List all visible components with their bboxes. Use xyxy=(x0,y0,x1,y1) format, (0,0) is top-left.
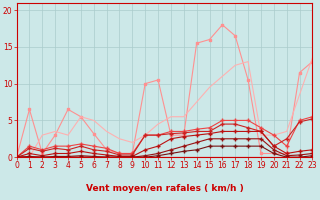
X-axis label: Vent moyen/en rafales ( km/h ): Vent moyen/en rafales ( km/h ) xyxy=(86,184,244,193)
